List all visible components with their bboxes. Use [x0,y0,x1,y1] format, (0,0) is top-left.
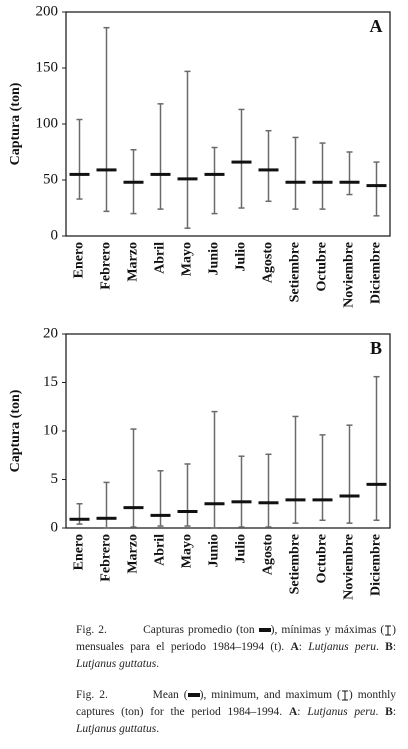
caption-text: ) mensuales para el periodo 1984–1994 (t… [76,624,397,653]
mean-marker [231,500,252,504]
x-tick-label: Febrero [99,242,114,290]
mean-marker [204,172,225,176]
mean-marker [285,498,306,502]
caption-label: Fig. 2. [76,689,108,701]
x-tick-label: Junio [207,242,222,275]
mean-marker [150,513,171,517]
panel-label: B [370,338,382,358]
caption-text: ), minimum, and maximum ( [199,689,341,701]
plot-frame [65,333,391,529]
range-icon [385,625,392,636]
y-tick-label: 20 [43,325,58,341]
mean-marker [96,168,117,172]
caption-text: Capturas promedio (ton [143,624,255,636]
caption-text: : [297,706,301,718]
mean-marker [366,184,387,188]
caption-text: A [290,641,299,653]
caption-text: B [385,706,393,718]
x-tick-label: Setiembre [288,242,303,302]
caption-text: ) monthly captures (ton) for the period … [76,689,397,718]
x-tick-label: Agosto [261,534,276,575]
caption-text: Mean ( [152,689,188,701]
x-tick-label: Diciembre [369,534,384,596]
plot-frame [65,11,391,237]
caption-text: ), mínimas y máximas ( [270,624,385,636]
y-tick-label: 5 [51,471,59,487]
mean-marker [123,180,144,184]
mean-marker [258,168,279,172]
y-tick-label: 100 [36,115,59,131]
caption-text: Lutjanus guttatus [76,658,157,670]
caption-text: B [385,641,393,653]
caption-text: : [298,641,302,653]
caption-es: Fig. 2. Capturas promedio (ton ), mínima… [76,622,396,673]
y-tick-label: 10 [43,422,58,438]
y-tick-label: 200 [36,3,59,19]
x-tick-label: Junio [207,534,222,567]
mean-marker [96,516,117,520]
y-axis-label: Captura (ton) [8,389,23,472]
caption-text: Lutjanus peru [307,706,376,718]
caption-text: : [392,641,397,653]
y-tick-label: 15 [43,374,58,390]
caption-text: A [288,706,298,718]
mean-marker [312,180,333,184]
x-tick-label: Setiembre [288,534,303,594]
mean-marker [150,172,171,176]
mean-icon [187,693,200,698]
x-tick-label: Noviembre [342,242,357,308]
x-tick-label: Mayo [180,242,195,276]
x-tick-label: Marzo [126,534,141,574]
x-tick-label: Febrero [99,534,114,582]
x-tick-label: Enero [72,242,87,278]
x-tick-label: Mayo [180,534,195,568]
y-axis-label: Captura (ton) [8,82,23,165]
mean-marker [69,517,90,521]
caption-text: . [156,658,160,670]
caption-label: Fig. 2. [76,624,107,636]
y-tick-label: 0 [51,227,59,243]
caption-text: . [375,706,379,718]
mean-marker [366,482,387,486]
y-tick-label: 150 [36,59,59,75]
x-tick-label: Marzo [126,242,141,282]
mean-marker [231,160,252,164]
mean-marker [339,494,360,498]
caption-text: . [156,723,160,735]
range-icon [341,690,348,701]
mean-marker [339,180,360,184]
panel-label: A [370,16,383,36]
mean-marker [258,501,279,505]
x-tick-label: Octubre [315,242,330,292]
x-tick-label: Abril [153,242,168,274]
mean-marker [69,172,90,176]
x-tick-label: Julio [234,534,249,564]
mean-icon [258,628,271,633]
caption-text: : [392,706,397,718]
mean-marker [204,502,225,506]
mean-marker [177,510,198,514]
x-tick-label: Abril [153,534,168,566]
mean-marker [177,177,198,181]
x-tick-label: Julio [234,242,249,272]
caption-text: . [375,641,379,653]
mean-marker [123,506,144,510]
caption-en: Fig. 2. Mean ( ), minimum, and maximum ()… [76,687,396,738]
x-tick-label: Agosto [261,242,276,283]
x-tick-label: Enero [72,534,87,570]
caption-text: Lutjanus guttatus [76,723,157,735]
mean-marker [312,498,333,502]
x-tick-label: Octubre [315,534,330,584]
caption-text: Lutjanus peru [308,641,376,653]
mean-marker [285,180,306,184]
x-tick-label: Diciembre [369,242,384,304]
y-tick-label: 50 [43,171,58,187]
x-tick-label: Noviembre [342,534,357,600]
y-tick-label: 0 [51,519,59,535]
